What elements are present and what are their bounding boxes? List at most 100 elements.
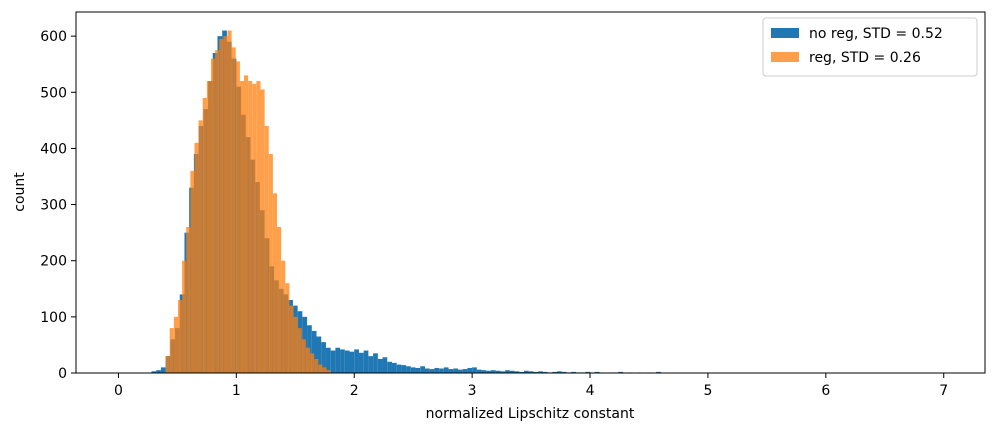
bar [396, 364, 402, 373]
bar [467, 367, 473, 373]
plot-frame [75, 11, 986, 374]
bar [373, 353, 378, 373]
bar [340, 349, 345, 373]
bar [415, 367, 421, 373]
y-tick-label: 100 [40, 310, 67, 326]
bar [453, 368, 458, 373]
legend-label: reg, STD = 0.26 [809, 50, 921, 66]
bar [656, 371, 661, 373]
bar [542, 371, 548, 373]
bar [268, 154, 273, 373]
bar [491, 370, 496, 373]
bar [524, 370, 529, 373]
bar [301, 339, 306, 373]
bar [297, 328, 302, 373]
bar [410, 367, 416, 373]
bar [227, 30, 232, 373]
legend-swatch [771, 28, 799, 38]
bar [439, 368, 444, 373]
bar [481, 370, 487, 373]
x-tick-label: 4 [586, 383, 595, 399]
bar [272, 193, 278, 373]
bar [223, 36, 228, 373]
legend-box [762, 17, 978, 77]
bar [326, 370, 331, 373]
y-tick-label: 200 [40, 254, 67, 270]
y-tick-label: 400 [40, 141, 67, 157]
bar [387, 361, 392, 373]
bar [325, 347, 331, 373]
bar [495, 370, 501, 373]
bar [349, 351, 355, 373]
bar [505, 370, 510, 373]
bar [311, 330, 317, 373]
y-tick-label: 500 [40, 85, 67, 101]
bar [434, 367, 440, 373]
bar [177, 300, 183, 373]
bar [391, 362, 397, 373]
bar [363, 350, 369, 373]
x-axis-label: normalized Lipschitz constant [426, 406, 635, 422]
x-tick-label: 0 [114, 383, 123, 399]
x-tick-label: 3 [468, 383, 477, 399]
bar [182, 260, 187, 373]
legend-swatch [771, 52, 799, 62]
bar [519, 371, 525, 373]
bar [443, 367, 449, 373]
bar [244, 75, 249, 373]
bar [285, 283, 290, 373]
bar [264, 125, 269, 373]
bar [198, 120, 203, 373]
bar [594, 371, 600, 373]
bar [509, 370, 515, 373]
bar [260, 89, 265, 373]
bar [500, 371, 506, 373]
y-axis-label: count [12, 172, 28, 212]
bar [368, 356, 374, 373]
bar [448, 369, 454, 373]
bar [190, 170, 195, 373]
x-tick-label: 1 [232, 383, 241, 399]
bar [571, 371, 576, 373]
bar [156, 370, 161, 373]
bar [420, 366, 425, 373]
bar [476, 369, 482, 373]
bar [231, 47, 236, 373]
bar [618, 371, 624, 373]
bar [186, 227, 191, 373]
bar [169, 328, 174, 373]
bar [173, 316, 178, 373]
bar [235, 61, 240, 373]
bar [206, 81, 211, 374]
bar [316, 336, 322, 373]
bar [401, 365, 407, 373]
bar [462, 369, 468, 373]
bar [585, 371, 591, 373]
bar [354, 349, 359, 373]
bar [557, 371, 562, 373]
bar [528, 371, 534, 373]
bar [486, 370, 492, 373]
bar [344, 350, 350, 373]
x-tick-label: 7 [939, 383, 948, 399]
bar [202, 97, 207, 373]
bar [457, 369, 463, 373]
bar [406, 366, 411, 373]
bar [293, 316, 298, 373]
bar [252, 83, 257, 373]
y-tick-label: 0 [58, 366, 67, 382]
bar [377, 358, 383, 373]
bar [256, 81, 261, 374]
bar [277, 227, 282, 373]
bar [219, 38, 224, 374]
y-tick-label: 300 [40, 198, 67, 214]
bar [424, 368, 430, 373]
bar [382, 357, 388, 373]
legend-label: no reg, STD = 0.52 [809, 26, 943, 42]
bar [429, 369, 435, 373]
bar [561, 371, 567, 373]
bar [322, 367, 327, 373]
bar [310, 353, 315, 373]
bar [289, 305, 294, 373]
bar [552, 371, 558, 373]
